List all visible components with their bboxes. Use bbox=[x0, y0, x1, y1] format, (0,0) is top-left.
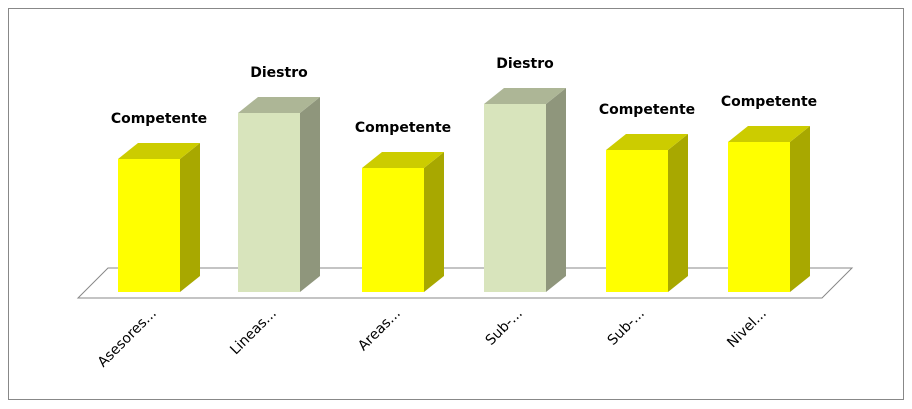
data-label: Competente bbox=[355, 120, 451, 136]
bar bbox=[118, 159, 180, 292]
bar bbox=[484, 104, 546, 292]
data-label: Competente bbox=[111, 111, 207, 127]
data-label: Competente bbox=[599, 102, 695, 118]
bar-side bbox=[424, 152, 444, 292]
bar-side bbox=[790, 126, 810, 292]
bar-top bbox=[238, 97, 320, 113]
bar-top bbox=[484, 88, 566, 104]
bar-top bbox=[362, 152, 444, 168]
data-label: Diestro bbox=[496, 56, 554, 72]
bar-side bbox=[668, 134, 688, 292]
bar-side bbox=[546, 88, 566, 292]
bar-top bbox=[118, 143, 200, 159]
bar-top bbox=[606, 134, 688, 150]
bar bbox=[238, 113, 300, 292]
bar bbox=[606, 150, 668, 292]
data-label: Diestro bbox=[250, 65, 308, 81]
bar-side bbox=[300, 97, 320, 292]
bar bbox=[362, 168, 424, 292]
bar bbox=[728, 142, 790, 292]
data-label: Competente bbox=[721, 94, 817, 110]
bar-top bbox=[728, 126, 810, 142]
bar-side bbox=[180, 143, 200, 292]
